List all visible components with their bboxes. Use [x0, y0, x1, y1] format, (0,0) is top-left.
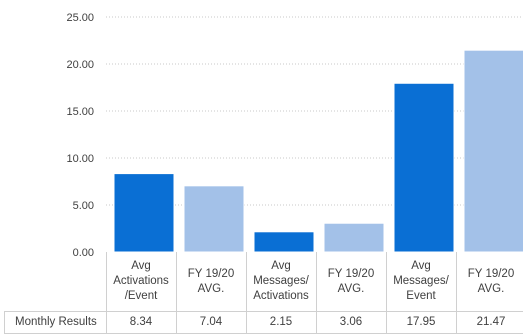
y-tick-label: 0.00: [73, 247, 94, 259]
y-tick-label: 25.00: [66, 12, 94, 24]
bar: [323, 222, 385, 253]
bar: [463, 49, 523, 253]
y-tick-label: 15.00: [66, 106, 94, 118]
bar: [113, 173, 175, 253]
gridlines: [106, 16, 523, 206]
bar: [183, 185, 245, 253]
bar: [253, 231, 315, 253]
y-tick-label: 10.00: [66, 153, 94, 165]
y-tick-label: 20.00: [66, 59, 94, 71]
bars: [113, 49, 523, 253]
y-axis-ticks: 0.00 5.00 10.00 15.00 20.00 25.00: [66, 12, 94, 259]
y-tick-label: 5.00: [73, 200, 94, 212]
bar: [393, 82, 455, 253]
